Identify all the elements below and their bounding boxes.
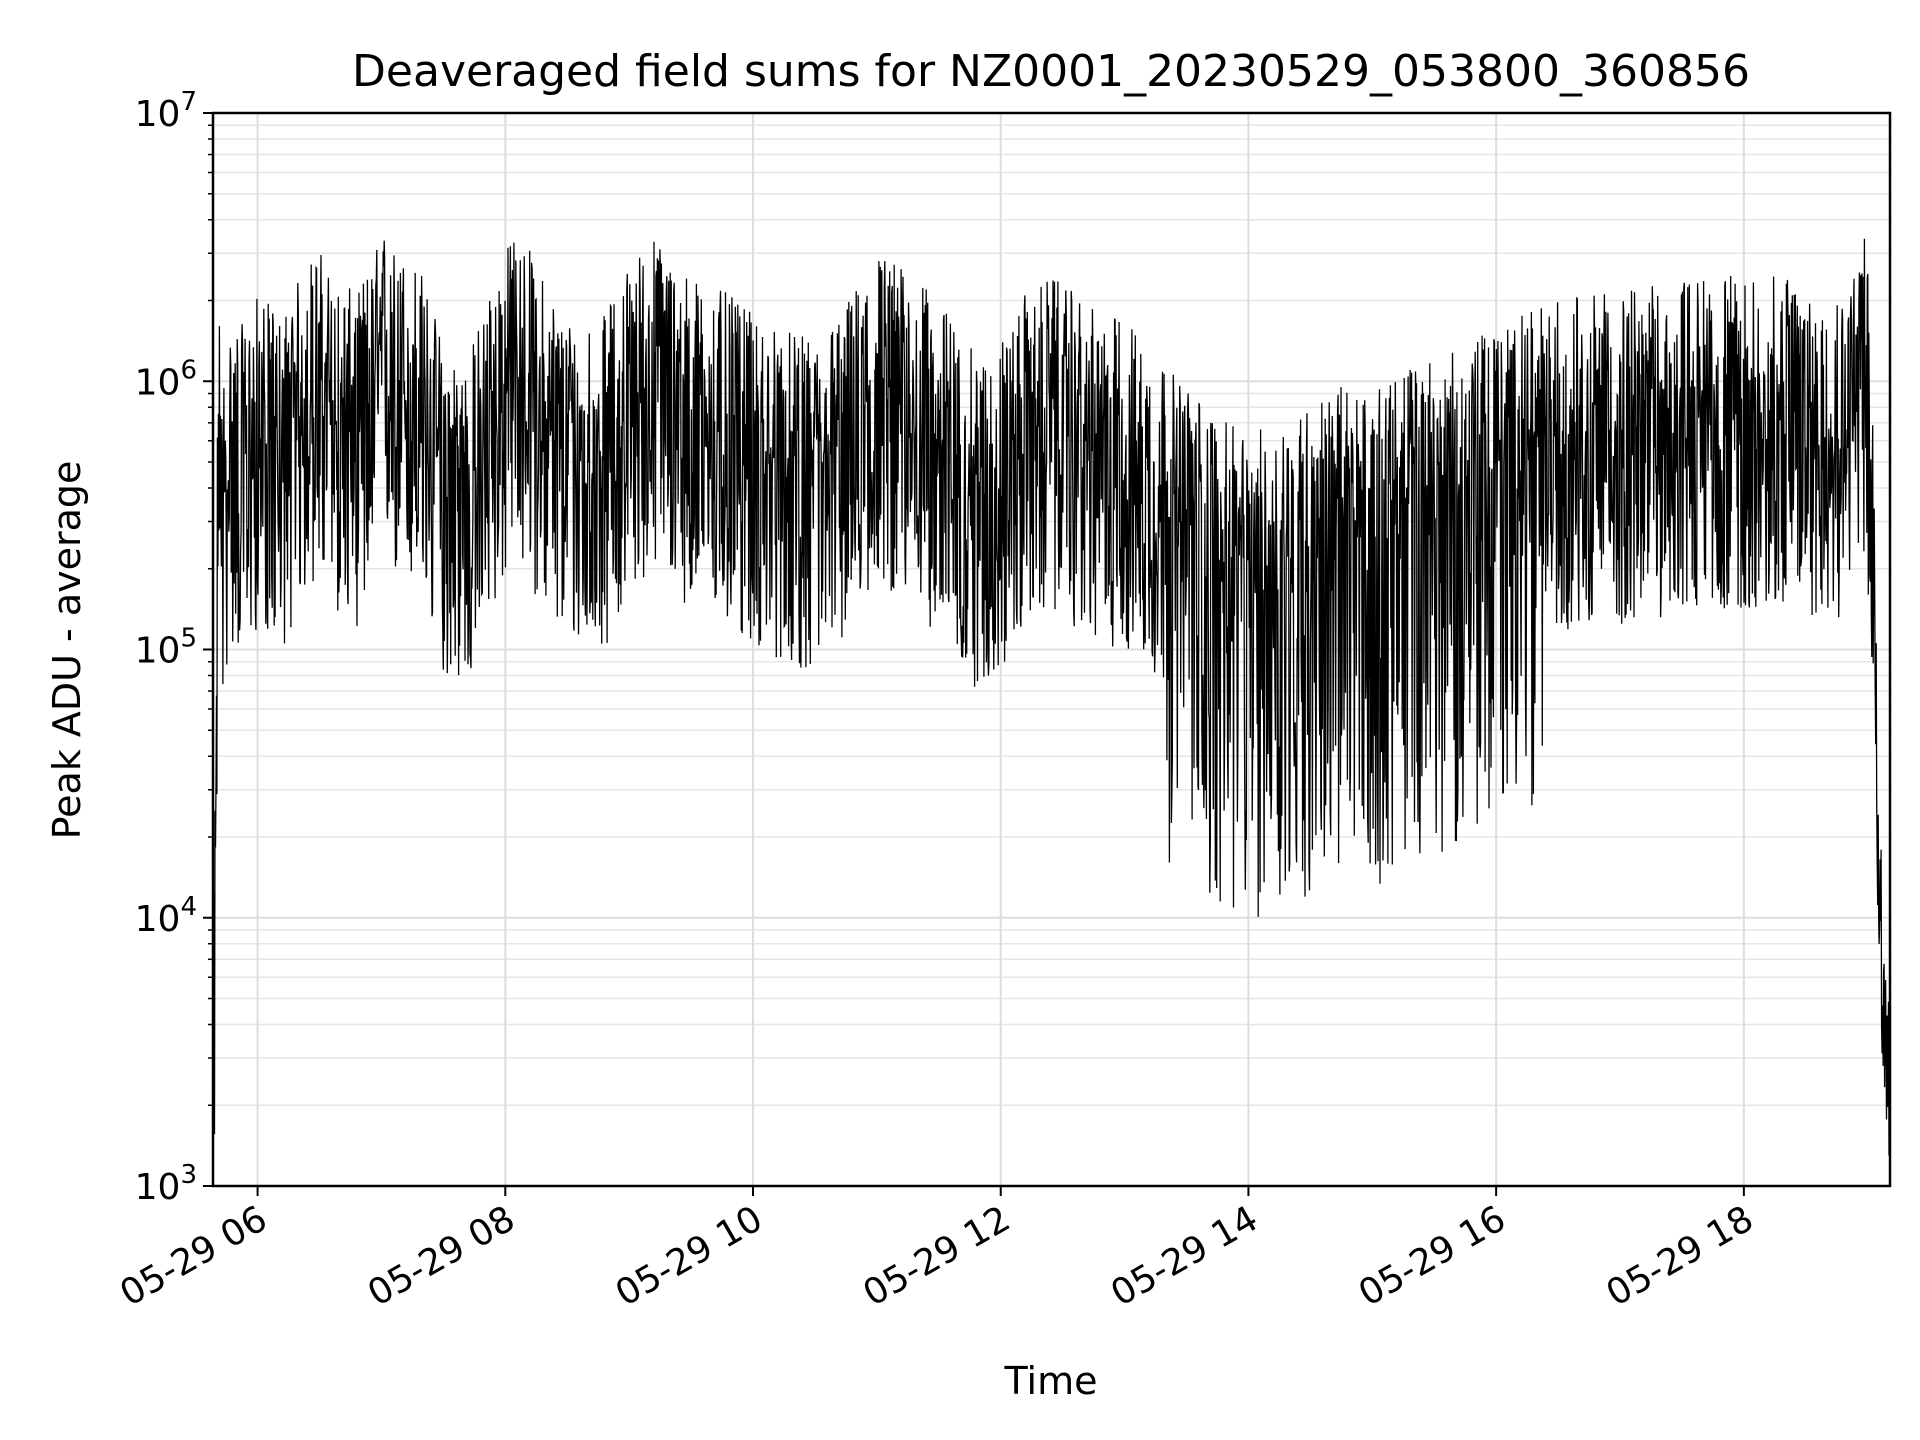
x-tick-label: 05-29 06: [113, 1198, 274, 1314]
y-tick-label: 104: [135, 892, 197, 940]
chart-title: Deaveraged field sums for NZ0001_2023052…: [352, 46, 1750, 97]
x-tick-label: 05-29 14: [1104, 1198, 1265, 1314]
y-tick-label: 103: [135, 1160, 197, 1208]
y-tick-label: 106: [135, 355, 197, 403]
y-axis: 103 104 105 106 107: [135, 87, 213, 1208]
x-tick-label: 05-29 12: [857, 1198, 1018, 1314]
x-axis-label: Time: [1004, 1359, 1098, 1403]
y-axis-label: Peak ADU - average: [45, 461, 89, 840]
x-tick-label: 05-29 18: [1600, 1198, 1761, 1314]
series-line: [212, 238, 1891, 1156]
y-tick-label: 105: [135, 624, 197, 672]
x-tick-label: 05-29 16: [1352, 1198, 1513, 1314]
x-axis: 05-29 06 05-29 08 05-29 10 05-29 12 05-29 14…: [113, 1186, 1760, 1315]
x-tick-label: 05-29 08: [361, 1198, 522, 1314]
series-layer: [212, 238, 1891, 1156]
x-tick-label: 05-29 10: [609, 1198, 770, 1314]
y-tick-label: 107: [135, 87, 197, 135]
